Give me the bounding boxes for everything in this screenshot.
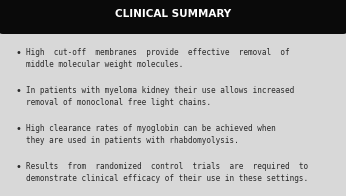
Text: High  cut-off  membranes  provide  effective  removal  of
middle molecular weigh: High cut-off membranes provide effective… — [26, 48, 290, 69]
Text: •: • — [15, 124, 21, 134]
Text: •: • — [15, 48, 21, 58]
Text: In patients with myeloma kidney their use allows increased
removal of monoclonal: In patients with myeloma kidney their us… — [26, 86, 294, 107]
Text: •: • — [15, 162, 21, 172]
Text: CLINICAL SUMMARY: CLINICAL SUMMARY — [115, 9, 231, 19]
Text: Results  from  randomized  control  trials  are  required  to
demonstrate clinic: Results from randomized control trials a… — [26, 162, 308, 183]
Bar — [3, 16, 343, 28]
Text: High clearance rates of myoglobin can be achieved when
they are used in patients: High clearance rates of myoglobin can be… — [26, 124, 276, 145]
FancyBboxPatch shape — [0, 0, 346, 34]
Text: •: • — [15, 86, 21, 96]
